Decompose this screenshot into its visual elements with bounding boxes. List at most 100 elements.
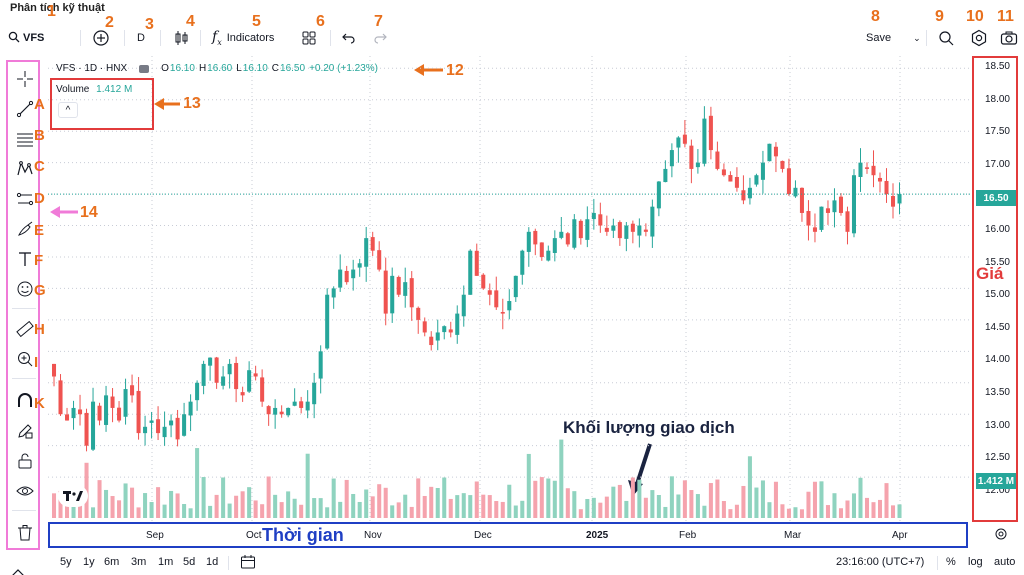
remove-drawings-tool[interactable] bbox=[8, 520, 42, 546]
time-label-oct: Oct bbox=[246, 530, 262, 541]
range-5y[interactable]: 5y bbox=[60, 556, 72, 568]
volume-bar bbox=[97, 480, 102, 518]
legend-toggle-button[interactable] bbox=[139, 64, 150, 73]
snapshot-button[interactable] bbox=[1000, 24, 1018, 52]
measure-tool[interactable] bbox=[8, 316, 42, 342]
volume-bar bbox=[858, 477, 863, 518]
volume-bar bbox=[513, 505, 518, 518]
candle-body bbox=[845, 211, 850, 232]
interval-button[interactable]: D bbox=[137, 24, 145, 52]
volume-bar bbox=[851, 493, 857, 518]
tv-logo[interactable] bbox=[58, 485, 88, 507]
clock[interactable]: 23:16:00 (UTC+7) bbox=[836, 556, 925, 568]
trend-line-tool[interactable] bbox=[8, 96, 42, 122]
candle-body bbox=[266, 406, 271, 415]
volume-collapse-button[interactable]: ^ bbox=[58, 102, 78, 118]
volume-bar bbox=[780, 504, 785, 518]
brush-icon bbox=[18, 221, 33, 236]
pattern-tool[interactable] bbox=[8, 156, 42, 182]
fib-tool[interactable] bbox=[8, 126, 42, 152]
save-label: Save bbox=[866, 32, 892, 44]
range-1y[interactable]: 1y bbox=[83, 556, 95, 568]
percent-toggle[interactable]: % bbox=[946, 556, 956, 568]
candle-body bbox=[364, 238, 369, 267]
collapse-chevron[interactable] bbox=[10, 564, 26, 575]
volume-bar bbox=[104, 489, 109, 518]
volume-bar bbox=[741, 485, 746, 518]
time-axis[interactable]: Sep Oct Nov Dec 2025 Feb Mar Apr Thời gi… bbox=[48, 522, 968, 548]
brush-tool[interactable] bbox=[8, 216, 42, 242]
price-axis[interactable]: 18.50 18.00 17.50 17.00 16.50 16.00 15.50 15.00… bbox=[972, 56, 1018, 522]
auto-toggle[interactable]: auto bbox=[994, 556, 1016, 568]
price-tick-label: 12.50 bbox=[984, 452, 1010, 464]
volume-bar bbox=[71, 501, 76, 518]
time-label-feb: Feb bbox=[679, 530, 697, 541]
redo-button[interactable] bbox=[373, 24, 387, 52]
settings-button[interactable] bbox=[970, 24, 988, 52]
crosshair-tool[interactable] bbox=[8, 66, 42, 92]
magnet-tool[interactable] bbox=[8, 388, 42, 414]
volume-bar bbox=[299, 504, 304, 518]
undo-button[interactable] bbox=[342, 24, 356, 52]
volume-bar bbox=[370, 496, 375, 518]
chart-type-button[interactable] bbox=[172, 24, 190, 52]
emoji-tool[interactable] bbox=[8, 276, 42, 302]
candle-body bbox=[572, 219, 577, 248]
candle-body bbox=[773, 146, 778, 157]
stay-drawing-tool[interactable] bbox=[8, 418, 42, 444]
annotation-1: 1 bbox=[47, 3, 56, 20]
candle-body bbox=[84, 412, 89, 446]
axis-settings-button[interactable] bbox=[994, 527, 1008, 546]
volume-bar bbox=[175, 493, 180, 518]
save-button[interactable]: Save ⌄ bbox=[866, 24, 921, 52]
compare-button[interactable] bbox=[92, 24, 110, 52]
time-label-2025: 2025 bbox=[586, 530, 609, 541]
candle-body bbox=[559, 231, 564, 238]
volume-bar bbox=[715, 479, 720, 518]
legend-c-value: 16.50 bbox=[280, 63, 306, 74]
candle-body bbox=[396, 276, 401, 295]
candle-body bbox=[130, 385, 135, 396]
projection-tool[interactable] bbox=[8, 186, 42, 212]
volume-bar bbox=[507, 484, 512, 518]
candle-body bbox=[123, 389, 128, 417]
candle-body bbox=[786, 168, 791, 195]
text-icon bbox=[19, 252, 31, 266]
symbol-search[interactable]: VFS bbox=[8, 24, 44, 52]
indicators-button[interactable]: fx Indicators bbox=[212, 24, 274, 52]
zoom-tool[interactable] bbox=[8, 346, 42, 372]
volume-bar bbox=[624, 500, 629, 518]
price-chart[interactable] bbox=[48, 56, 970, 522]
volume-bar bbox=[890, 505, 896, 518]
volume-bar bbox=[201, 477, 206, 518]
range-3m[interactable]: 3m bbox=[131, 556, 147, 568]
annotation-3: 3 bbox=[145, 16, 154, 33]
volume-bar bbox=[468, 495, 473, 518]
range-6m[interactable]: 6m bbox=[104, 556, 120, 568]
lock-tool[interactable] bbox=[8, 448, 42, 474]
time-label-mar: Mar bbox=[784, 530, 802, 541]
quick-search-button[interactable] bbox=[938, 24, 954, 52]
volume-bar bbox=[429, 486, 434, 518]
range-5d[interactable]: 5d bbox=[183, 556, 196, 568]
text-tool[interactable] bbox=[8, 246, 42, 272]
candle-body bbox=[481, 274, 486, 289]
range-1m[interactable]: 1m bbox=[158, 556, 174, 568]
candle-body bbox=[611, 225, 616, 231]
redo-icon bbox=[374, 33, 387, 44]
candle-body bbox=[864, 167, 870, 169]
candle-body bbox=[767, 143, 772, 162]
go-to-date-button[interactable] bbox=[240, 554, 256, 575]
candle-body bbox=[500, 311, 505, 314]
price-tick-label: 13.50 bbox=[984, 387, 1010, 398]
candle-body bbox=[715, 151, 720, 169]
visibility-tool[interactable] bbox=[8, 478, 42, 504]
volume-bar bbox=[546, 478, 551, 518]
search-icon bbox=[8, 31, 20, 46]
tradingview-logo-icon bbox=[63, 491, 83, 501]
templates-button[interactable] bbox=[301, 24, 317, 52]
chevron-up-small-icon bbox=[12, 569, 24, 575]
range-1d[interactable]: 1d bbox=[206, 556, 219, 568]
candle-body bbox=[208, 357, 213, 366]
log-toggle[interactable]: log bbox=[968, 556, 983, 568]
